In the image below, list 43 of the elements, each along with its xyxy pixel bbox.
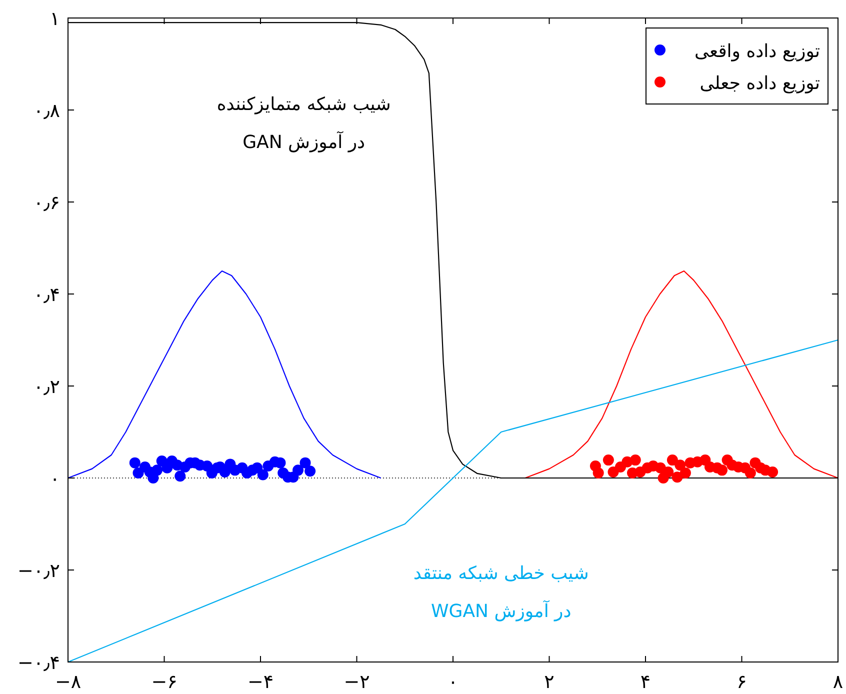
x-tick-label: −۸ bbox=[54, 671, 82, 693]
text: شیب خطی شبکه منتقد در آموزش WGAN bbox=[413, 563, 589, 622]
x-tick-label: −۶ bbox=[151, 671, 178, 693]
point bbox=[292, 464, 304, 476]
point bbox=[257, 469, 268, 480]
point bbox=[152, 464, 163, 476]
x-tick-label: ۸ bbox=[832, 671, 844, 693]
point bbox=[252, 462, 263, 474]
point bbox=[767, 466, 778, 478]
point bbox=[662, 466, 674, 478]
point bbox=[304, 466, 316, 477]
legend-label: توزیع داده جعلی bbox=[700, 73, 820, 94]
point bbox=[672, 472, 683, 483]
x-tick-label: ۶ bbox=[736, 671, 747, 693]
point bbox=[744, 467, 756, 478]
y-tick-label: ۰٫۴ bbox=[33, 284, 60, 306]
y-tick-label: ۰٫۸ bbox=[33, 100, 60, 122]
x-tick-label: ۰ bbox=[448, 671, 458, 693]
line-series bbox=[67, 339, 839, 663]
point bbox=[602, 454, 614, 466]
point bbox=[716, 464, 728, 476]
point bbox=[592, 467, 604, 478]
point bbox=[300, 457, 311, 468]
y-tick-label: −۰٫۲ bbox=[17, 560, 60, 582]
x-tick-label: −۴ bbox=[247, 671, 274, 693]
x-tick-label: −۲ bbox=[344, 671, 370, 693]
point bbox=[680, 467, 691, 478]
y-tick-label: ۱ bbox=[50, 8, 60, 30]
point bbox=[174, 470, 186, 482]
point bbox=[132, 467, 144, 478]
point bbox=[129, 457, 140, 468]
y-tick-label: −۰٫۴ bbox=[17, 652, 60, 674]
point bbox=[666, 454, 678, 466]
point bbox=[630, 454, 641, 466]
y-tick-label: ۰٫۶ bbox=[33, 192, 60, 214]
text: شیب شبکه متمایزکننده در آموزش GAN bbox=[216, 94, 391, 153]
point bbox=[219, 466, 230, 478]
y-tick-label: ۰ bbox=[50, 468, 60, 490]
x-tick-label: ۲ bbox=[544, 671, 554, 693]
legend-label: توزیع داده واقعی bbox=[694, 41, 820, 62]
y-tick-label: ۰٫۲ bbox=[33, 376, 60, 398]
x-tick-label: ۴ bbox=[640, 671, 651, 693]
point bbox=[674, 460, 686, 471]
